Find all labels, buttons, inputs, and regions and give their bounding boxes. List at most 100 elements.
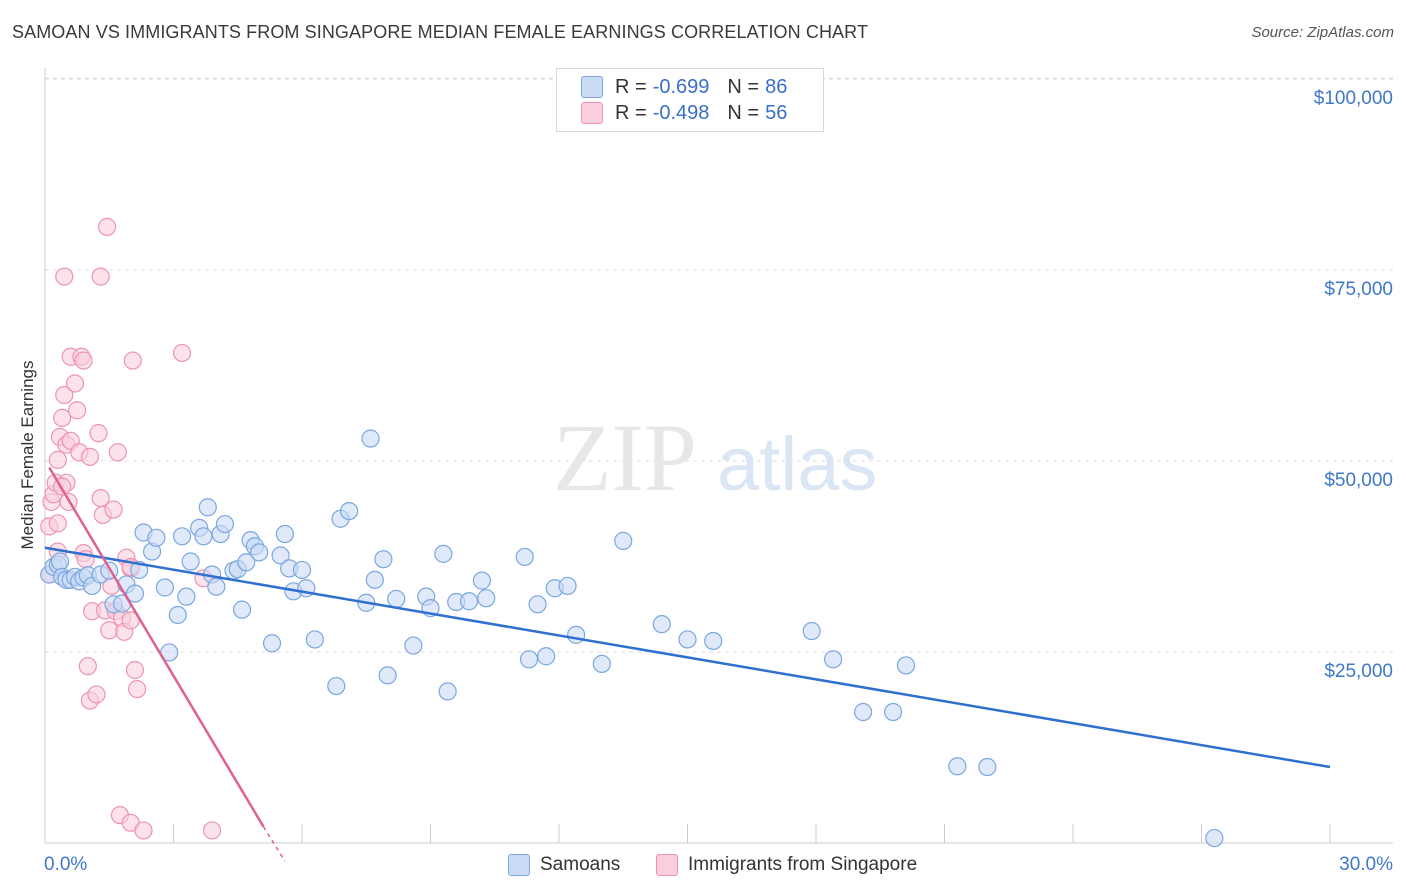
samoans-point: [361, 429, 380, 448]
samoans-point: [434, 544, 453, 563]
legend-row-singapore: R = -0.498 N = 56: [581, 100, 787, 126]
samoans-point: [177, 587, 196, 606]
singapore-point: [78, 657, 97, 676]
samoans-legend-swatch: [508, 854, 530, 876]
legend-n-label: N =: [727, 101, 760, 124]
samoans-point: [147, 528, 166, 547]
tick-labels: $25,000 $50,000 $75,000 $100,000 0.0% 30.0%: [44, 88, 1393, 875]
samoans-point: [181, 552, 200, 571]
samoans-point: [404, 636, 423, 655]
samoans-swatch: [581, 76, 603, 98]
samoans-point: [592, 654, 611, 673]
samoans-point: [262, 634, 282, 653]
singapore-point: [55, 385, 74, 405]
samoans-point: [378, 666, 397, 685]
legend-row-samoans: R = -0.699 N = 86: [581, 74, 787, 100]
samoans-point: [567, 625, 586, 644]
singapore-point: [100, 621, 119, 640]
samoans-legend-label: Samoans: [540, 854, 621, 875]
samoans-trend-line: [44, 546, 1331, 769]
legend-r-value: -0.498: [652, 101, 710, 124]
x-tick-label: 0.0%: [44, 854, 87, 875]
samoans-point: [340, 501, 359, 521]
samoans-point: [387, 589, 406, 609]
singapore-point: [125, 660, 145, 680]
singapore-point: [104, 500, 123, 519]
samoans-point: [292, 560, 312, 580]
samoans-point: [215, 514, 234, 534]
watermark-zip: ZIP: [553, 404, 697, 511]
singapore-point: [65, 374, 85, 393]
legend-n-label: N =: [727, 75, 760, 98]
singapore-point: [98, 217, 117, 236]
samoans-point: [614, 531, 633, 550]
legend-r-value: -0.699: [652, 75, 710, 98]
samoans-point: [125, 584, 145, 603]
samoans-point: [305, 630, 324, 649]
samoans-point: [327, 676, 346, 696]
singapore-point: [172, 343, 192, 363]
samoans-point: [883, 702, 903, 722]
watermark-atlas: atlas: [717, 422, 878, 507]
legend-n-value: 56: [765, 101, 788, 124]
y-tick-label: $50,000: [1324, 470, 1393, 491]
samoans-point: [948, 757, 967, 776]
singapore-point: [127, 679, 147, 699]
samoans-point: [50, 552, 70, 571]
samoans-point: [1205, 828, 1224, 848]
singapore-swatch: [581, 102, 603, 124]
axes: [44, 68, 1393, 844]
singapore-point: [202, 821, 222, 840]
singapore-legend-label: Immigrants from Singapore: [688, 854, 918, 875]
correlation-legend: R = -0.699 N = 86 R = -0.498 N = 56: [556, 68, 824, 132]
singapore-point: [55, 267, 74, 286]
samoans-point: [472, 571, 491, 590]
chart-title: SAMOAN VS IMMIGRANTS FROM SINGAPORE MEDI…: [12, 22, 869, 42]
singapore-trend-line: [48, 466, 265, 828]
samoans-point: [459, 592, 479, 611]
singapore-point: [53, 408, 72, 427]
y-tick-label: $25,000: [1324, 661, 1393, 682]
samoans-point: [155, 578, 175, 597]
samoans-point: [854, 702, 873, 722]
singapore-point: [89, 424, 108, 443]
x-tick-label: 30.0%: [1339, 854, 1393, 875]
samoans-point: [168, 605, 187, 625]
samoans-point: [896, 656, 916, 675]
singapore-point: [48, 514, 67, 533]
samoans-point: [477, 589, 496, 608]
samoans-point: [537, 647, 556, 666]
samoans-point: [198, 498, 217, 517]
samoans-point: [271, 546, 290, 565]
singapore-point: [74, 351, 93, 370]
samoans-point: [515, 547, 534, 567]
samoans-point: [528, 595, 547, 614]
singapore-point: [123, 351, 142, 370]
samoans-points: [40, 429, 1224, 848]
samoans-point: [678, 630, 697, 649]
singapore-point: [48, 450, 67, 469]
samoans-point: [374, 550, 393, 569]
singapore-point: [68, 401, 87, 420]
samoans-point: [978, 757, 997, 777]
watermark: ZIP atlas: [553, 404, 878, 511]
samoans-point: [172, 527, 192, 546]
samoans-point: [802, 621, 821, 641]
samoans-point: [558, 576, 577, 596]
legend-r-label: R =: [615, 101, 647, 124]
singapore-point: [91, 267, 110, 286]
chart-source: Source: ZipAtlas.com: [1251, 24, 1394, 41]
samoans-point: [824, 650, 843, 669]
y-tick-label: $75,000: [1324, 279, 1393, 300]
bottom-legend-singapore: Immigrants from Singapore: [656, 852, 917, 878]
samoans-point: [652, 615, 671, 634]
singapore-point: [87, 685, 106, 704]
singapore-legend-swatch: [656, 854, 678, 876]
y-tick-label: $100,000: [1314, 88, 1393, 109]
samoans-point: [365, 570, 384, 589]
samoans-point: [275, 524, 294, 544]
samoans-point: [438, 682, 457, 701]
legend-r-label: R =: [615, 75, 647, 98]
samoans-point: [232, 600, 252, 619]
